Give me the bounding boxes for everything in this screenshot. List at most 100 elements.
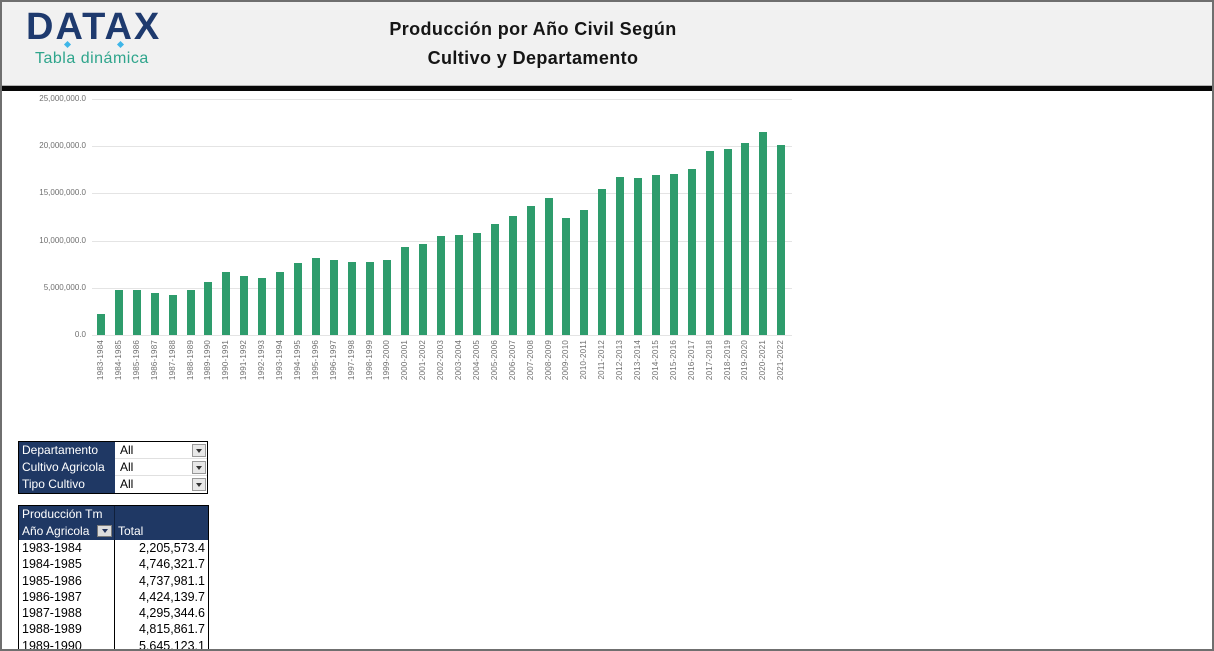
cultivo-agricola-filter-dropdown[interactable]: All xyxy=(115,459,207,476)
year-filter-dropdown-icon[interactable] xyxy=(97,525,112,537)
bar xyxy=(562,217,571,335)
table-row: 1984-1985 4,746,321.7 xyxy=(19,556,208,573)
x-axis-tick-label: 1984-1985 xyxy=(113,340,123,381)
x-axis-tick-label: 1983-1984 xyxy=(96,340,105,381)
x-axis-tick-label: 1986-1987 xyxy=(149,340,159,381)
bar xyxy=(508,215,517,335)
bar xyxy=(276,271,284,335)
y-axis-tick-label: 15,000,000.0 xyxy=(39,188,86,198)
filter-selected-value: All xyxy=(120,477,134,491)
filter-row-tipo-cultivo: Tipo Cultivo All xyxy=(19,476,207,493)
bar xyxy=(598,189,607,335)
chart-gridline xyxy=(92,193,792,195)
bar xyxy=(186,289,195,335)
x-axis-tick-label: 2012-2013 xyxy=(615,340,625,381)
x-axis-tick-label: 1996-1997 xyxy=(328,340,338,381)
table-row: 1988-1989 4,815,861.7 xyxy=(19,621,208,638)
pivot-title-cell: Producción Tm xyxy=(19,506,115,523)
x-axis-tick-label: 2008-2009 xyxy=(543,340,553,381)
pivot-empty-header-cell xyxy=(115,506,208,523)
filter-row-cultivo-agricola: Cultivo Agricola All xyxy=(19,459,207,476)
chart-gridline xyxy=(92,146,792,148)
year-cell: 1985-1986 xyxy=(19,572,115,589)
x-axis-tick-label: 2013-2014 xyxy=(633,340,642,381)
x-axis-tick-label: 2015-2016 xyxy=(668,340,678,381)
x-axis-tick-label: 2014-2015 xyxy=(650,340,660,381)
table-row: 1986-1987 4,424,139.7 xyxy=(19,588,208,606)
x-axis-tick-label: 2005-2006 xyxy=(489,340,499,381)
bar xyxy=(723,148,732,335)
dropdown-arrow-icon[interactable] xyxy=(192,444,206,457)
x-axis-tick-label: 2017-2018 xyxy=(704,340,714,381)
page-title: Producción por Año Civil Según Cultivo y… xyxy=(2,15,1064,73)
x-axis-tick-label: 1991-1992 xyxy=(239,340,249,381)
table-row: 1985-1986 4,737,981.1 xyxy=(19,572,208,589)
bar xyxy=(544,197,553,335)
filter-row-departamento: Departamento All xyxy=(19,442,207,459)
year-cell: 1983-1984 xyxy=(19,540,115,557)
total-cell: 4,424,139.7 xyxy=(138,589,205,604)
departamento-filter-dropdown[interactable]: All xyxy=(115,442,207,459)
bar xyxy=(669,173,678,335)
bar xyxy=(383,260,392,335)
year-cell: 1988-1989 xyxy=(19,621,115,638)
x-axis-tick-label: 2016-2017 xyxy=(686,340,696,381)
bar xyxy=(705,151,714,335)
x-axis-tick-label: 1987-1988 xyxy=(167,340,177,381)
pivot-table: Producción Tm Año Agricola Total 1983-19… xyxy=(18,505,209,651)
table-row: 1987-1988 4,295,344.6 xyxy=(19,605,208,622)
filter-label: Tipo Cultivo xyxy=(19,476,115,493)
x-axis-tick-label: 2018-2019 xyxy=(722,340,732,381)
bar xyxy=(490,224,499,335)
bar xyxy=(311,258,320,335)
tipo-cultivo-filter-dropdown[interactable]: All xyxy=(115,476,207,493)
x-axis-tick-label: 2002-2003 xyxy=(436,340,446,381)
bar xyxy=(204,281,213,335)
pivot-value-header-cell: Total xyxy=(118,524,144,538)
filter-label: Cultivo Agricola xyxy=(19,459,115,476)
x-axis-tick-label: 2011-2012 xyxy=(597,340,607,380)
x-axis-tick-label: 2020-2021 xyxy=(758,340,768,381)
x-axis-tick-label: 1995-1996 xyxy=(310,340,320,381)
x-axis-tick-label: 1999-2000 xyxy=(382,340,392,381)
bar xyxy=(168,294,177,335)
bar xyxy=(777,144,786,335)
pivot-body: 1983-1984 2,205,573.4 1984-1985 4,746,321.7… xyxy=(19,540,208,651)
bar xyxy=(293,263,302,335)
datax-logo: DATAX xyxy=(26,6,162,48)
filter-selected-value: All xyxy=(120,460,134,474)
production-bar-chart[interactable]: 0.0 5,000,000.0 10,000,000.0 15,000,000.0 20… xyxy=(2,2,1212,402)
dashboard-header: DATAX Tabla dinámica Producción por Año … xyxy=(2,2,1212,86)
bar xyxy=(365,262,374,335)
pivot-header-row-1: Producción Tm xyxy=(19,506,208,523)
bar xyxy=(150,293,159,335)
dropdown-arrow-icon[interactable] xyxy=(192,461,206,474)
logo-subtitle: Tabla dinámica xyxy=(35,50,149,67)
x-axis-tick-label: 2010-2011 xyxy=(579,340,589,380)
x-axis-tick-label: 1994-1995 xyxy=(292,340,302,381)
bar xyxy=(132,290,141,335)
x-axis-tick-label: 2009-2010 xyxy=(561,340,571,381)
header-divider xyxy=(2,86,1212,91)
dropdown-arrow-icon[interactable] xyxy=(192,478,206,491)
y-axis-tick-label: 20,000,000.0 xyxy=(39,141,86,151)
filter-block: Departamento All Cultivo Agricola All Ti… xyxy=(18,441,208,494)
bar xyxy=(240,275,249,335)
total-cell: 5,645,123.1 xyxy=(138,638,205,651)
y-axis-tick-label: 5,000,000.0 xyxy=(43,282,86,292)
bar xyxy=(97,314,105,335)
filter-selected-value: All xyxy=(120,443,134,457)
bar xyxy=(651,174,660,335)
year-cell: 1984-1985 xyxy=(19,556,115,573)
y-axis-tick-label: 10,000,000.0 xyxy=(39,235,86,245)
bar xyxy=(114,290,123,335)
total-cell: 4,815,861.7 xyxy=(138,622,205,637)
filter-label: Departamento xyxy=(19,442,115,459)
x-axis-tick-label: 1992-1993 xyxy=(257,340,267,381)
x-axis-tick-label: 2006-2007 xyxy=(507,340,517,381)
x-axis-tick-label: 2021-2022 xyxy=(776,340,786,381)
bar xyxy=(419,244,428,335)
bar xyxy=(437,236,446,335)
bar xyxy=(455,235,463,335)
